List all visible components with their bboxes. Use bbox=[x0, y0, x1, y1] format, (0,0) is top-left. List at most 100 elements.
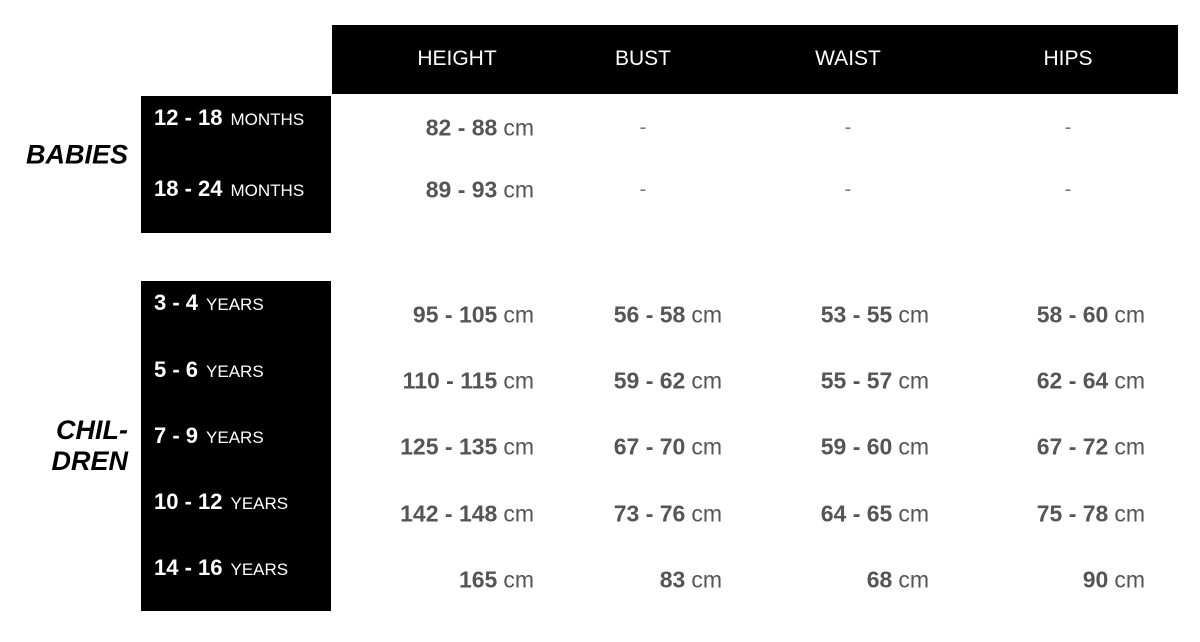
category-label: BABIES bbox=[26, 140, 128, 171]
size-unit: MONTHS bbox=[230, 110, 305, 129]
size-unit: YEARS bbox=[230, 494, 289, 513]
measurement-empty: - bbox=[1064, 178, 1072, 201]
measurement-unit: cm bbox=[503, 301, 534, 328]
size-label: 10 - 12 YEARS bbox=[154, 489, 288, 515]
measurement-value: 56 - 58 bbox=[613, 301, 686, 328]
measurement-empty: - bbox=[844, 178, 852, 201]
measurement-value: 53 - 55 bbox=[820, 301, 893, 328]
measurement-bust: 73 - 76 cm bbox=[614, 501, 722, 528]
measurement-empty: - bbox=[639, 116, 647, 139]
measurement-height: 165 cm bbox=[459, 567, 534, 594]
category-label: CHIL- DREN bbox=[51, 415, 128, 477]
measurement-waist: 68 cm bbox=[867, 567, 929, 594]
size-range: 12 - 18 bbox=[154, 105, 223, 130]
size-unit: YEARS bbox=[230, 560, 289, 579]
size-range: 5 - 6 bbox=[154, 357, 199, 382]
measurement-value: 165 bbox=[458, 566, 498, 593]
measurement-value: 89 - 93 bbox=[425, 176, 498, 203]
size-label: 7 - 9 YEARS bbox=[154, 423, 264, 449]
measurement-value: 110 - 115 bbox=[402, 367, 498, 394]
category-label-line: CHIL- bbox=[56, 415, 128, 445]
measurement-waist: 64 - 65 cm bbox=[821, 501, 929, 528]
measurement-unit: cm bbox=[503, 176, 534, 203]
measurement-value: 59 - 62 bbox=[613, 367, 686, 394]
measurement-empty: - bbox=[1064, 116, 1072, 139]
measurement-unit: cm bbox=[503, 433, 534, 460]
measurement-unit: cm bbox=[898, 566, 929, 593]
column-header-bar bbox=[332, 25, 1178, 94]
category-label-line: DREN bbox=[51, 446, 128, 476]
measurement-waist: 55 - 57 cm bbox=[821, 368, 929, 395]
measurement-unit: cm bbox=[691, 367, 722, 394]
measurement-unit: cm bbox=[1114, 500, 1145, 527]
size-label-block bbox=[141, 281, 331, 611]
size-unit: YEARS bbox=[206, 428, 264, 447]
measurement-value: 62 - 64 bbox=[1036, 367, 1109, 394]
measurement-waist: 53 - 55 cm bbox=[821, 302, 929, 329]
measurement-hips: 62 - 64 cm bbox=[1037, 368, 1145, 395]
size-unit: MONTHS bbox=[230, 181, 305, 200]
measurement-value: 64 - 65 bbox=[820, 500, 893, 527]
measurement-unit: cm bbox=[503, 500, 534, 527]
measurement-height: 110 - 115 cm bbox=[403, 368, 534, 395]
measurement-value: 59 - 60 bbox=[820, 433, 893, 460]
measurement-unit: cm bbox=[898, 301, 929, 328]
size-unit: YEARS bbox=[206, 362, 264, 381]
measurement-value: 142 - 148 bbox=[400, 500, 498, 527]
measurement-unit: cm bbox=[898, 367, 929, 394]
measurement-value: 83 bbox=[659, 566, 686, 593]
measurement-bust: 83 cm bbox=[660, 567, 722, 594]
size-label-block bbox=[141, 96, 331, 233]
size-range: 18 - 24 bbox=[154, 176, 223, 201]
measurement-unit: cm bbox=[691, 301, 722, 328]
measurement-unit: cm bbox=[898, 500, 929, 527]
size-label: 18 - 24 MONTHS bbox=[154, 176, 304, 202]
measurement-value: 55 - 57 bbox=[820, 367, 893, 394]
measurement-unit: cm bbox=[1114, 367, 1145, 394]
measurement-value: 58 - 60 bbox=[1036, 301, 1109, 328]
measurement-unit: cm bbox=[691, 500, 722, 527]
size-label: 5 - 6 YEARS bbox=[154, 357, 264, 383]
measurement-hips: 58 - 60 cm bbox=[1037, 302, 1145, 329]
size-unit: YEARS bbox=[206, 295, 264, 314]
size-range: 10 - 12 bbox=[154, 489, 223, 514]
size-range: 3 - 4 bbox=[154, 290, 199, 315]
measurement-unit: cm bbox=[1114, 301, 1145, 328]
measurement-unit: cm bbox=[1114, 433, 1145, 460]
column-header-bust: BUST bbox=[614, 47, 672, 70]
measurement-value: 73 - 76 bbox=[613, 500, 686, 527]
measurement-unit: cm bbox=[691, 433, 722, 460]
size-range: 7 - 9 bbox=[154, 423, 199, 448]
measurement-value: 90 bbox=[1082, 566, 1109, 593]
measurement-unit: cm bbox=[503, 566, 534, 593]
measurement-empty: - bbox=[639, 178, 647, 201]
column-header-height: HEIGHT bbox=[417, 47, 497, 70]
measurement-unit: cm bbox=[503, 367, 534, 394]
measurement-value: 67 - 70 bbox=[613, 433, 686, 460]
measurement-value: 95 - 105 bbox=[412, 301, 498, 328]
size-label: 14 - 16 YEARS bbox=[154, 555, 288, 581]
size-label: 12 - 18 MONTHS bbox=[154, 105, 304, 131]
measurement-height: 125 - 135 cm bbox=[400, 434, 534, 461]
measurement-hips: 90 cm bbox=[1083, 567, 1145, 594]
measurement-value: 75 - 78 bbox=[1036, 500, 1109, 527]
measurement-value: 67 - 72 bbox=[1036, 433, 1109, 460]
measurement-unit: cm bbox=[898, 433, 929, 460]
measurement-value: 125 - 135 bbox=[400, 433, 498, 460]
measurement-bust: 56 - 58 cm bbox=[614, 302, 722, 329]
measurement-empty: - bbox=[844, 116, 852, 139]
measurement-unit: cm bbox=[1114, 566, 1145, 593]
size-label: 3 - 4 YEARS bbox=[154, 290, 264, 316]
measurement-unit: cm bbox=[503, 114, 534, 141]
column-header-waist: WAIST bbox=[815, 47, 881, 70]
measurement-hips: 67 - 72 cm bbox=[1037, 434, 1145, 461]
column-header-hips: HIPS bbox=[1043, 47, 1093, 70]
measurement-height: 89 - 93 cm bbox=[426, 177, 534, 204]
measurement-value: 68 bbox=[866, 566, 893, 593]
measurement-height: 82 - 88 cm bbox=[426, 115, 534, 142]
measurement-bust: 67 - 70 cm bbox=[614, 434, 722, 461]
measurement-height: 142 - 148 cm bbox=[400, 501, 534, 528]
measurement-unit: cm bbox=[691, 566, 722, 593]
measurement-value: 82 - 88 bbox=[425, 114, 498, 141]
size-range: 14 - 16 bbox=[154, 555, 223, 580]
